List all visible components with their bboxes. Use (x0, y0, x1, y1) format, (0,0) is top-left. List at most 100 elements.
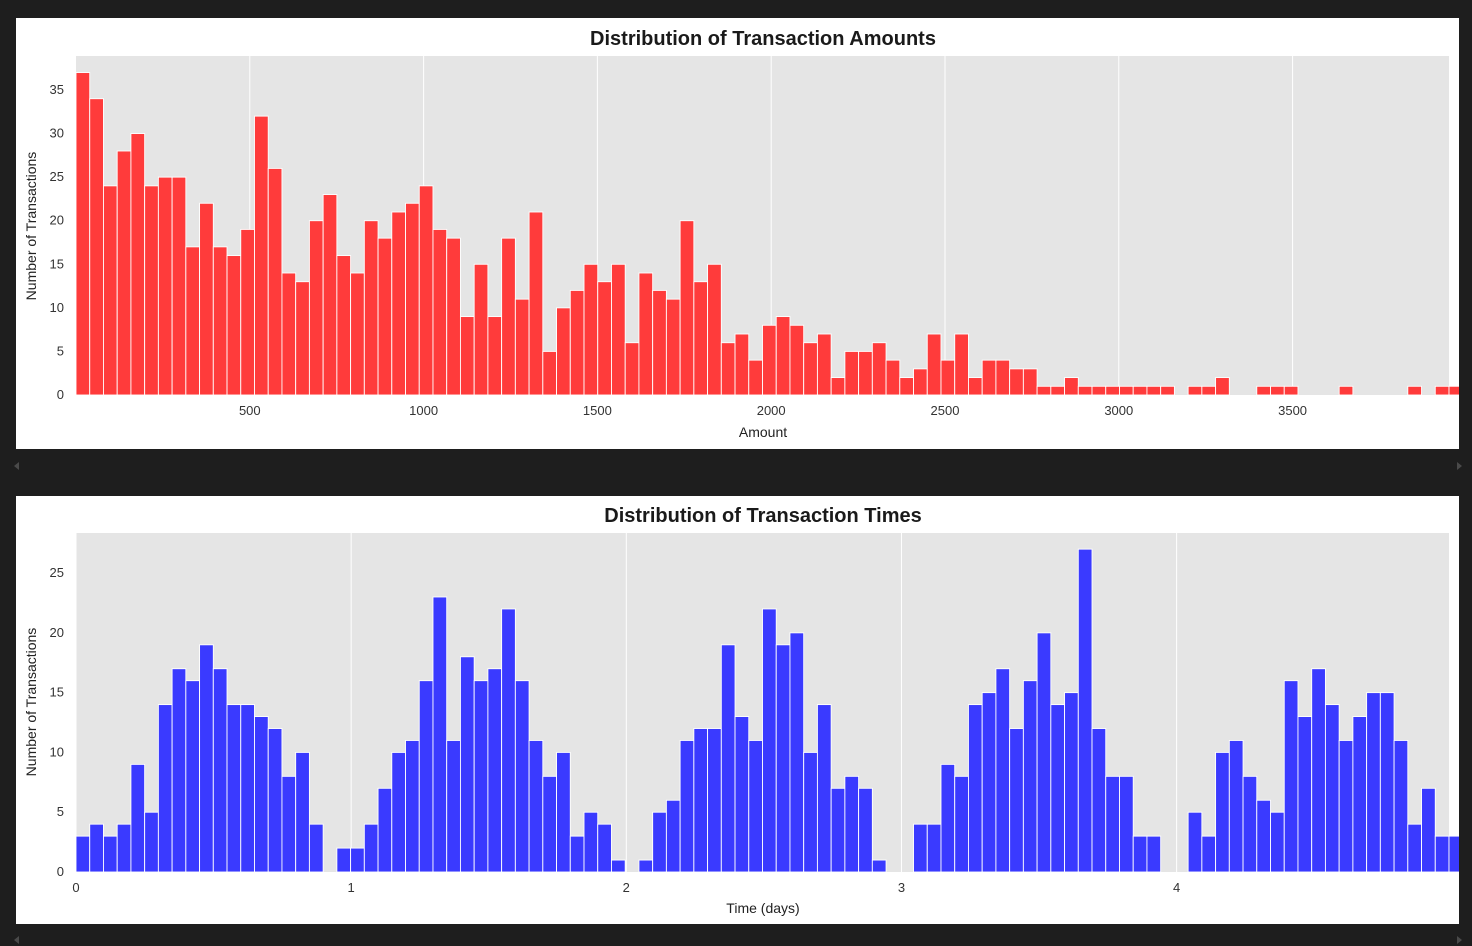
histogram-bar (212, 668, 228, 873)
histogram-bar (940, 359, 956, 396)
x-tick-label: 2000 (757, 403, 786, 418)
histogram-bar (391, 211, 406, 396)
x-axis-label: Amount (739, 424, 787, 440)
histogram-bar (240, 228, 255, 396)
histogram-bar (116, 823, 132, 873)
histogram-bar (981, 692, 997, 873)
histogram-bar (103, 835, 118, 873)
histogram-bar (1201, 385, 1217, 396)
histogram-bar (1270, 811, 1285, 873)
histogram-bar (954, 775, 969, 873)
histogram-bar (157, 704, 173, 873)
histogram-bar (858, 787, 873, 873)
histogram-bar (446, 237, 461, 396)
histogram-bar (652, 811, 667, 873)
y-tick-label: 15 (50, 256, 64, 271)
histogram-bar (308, 823, 324, 873)
histogram-bar (185, 680, 201, 873)
histogram-bar (267, 728, 283, 873)
histogram-bar (1215, 751, 1230, 873)
histogram-bar (144, 185, 159, 396)
scroll-right-arrow-icon[interactable] (1457, 936, 1462, 944)
histogram-bar (1242, 775, 1258, 873)
histogram-bar (1132, 835, 1148, 873)
histogram-bar (1434, 835, 1450, 873)
histogram-bar (487, 668, 503, 873)
x-tick-label: 1 (348, 880, 355, 895)
y-tick-label: 0 (57, 387, 64, 402)
histogram-bar (858, 350, 873, 396)
histogram-bar (1105, 775, 1120, 873)
histogram-bar (501, 608, 516, 873)
histogram-bar (1091, 385, 1107, 396)
x-tick-label: 3 (898, 880, 905, 895)
histogram-bar (968, 377, 983, 396)
histogram-bar (1283, 680, 1299, 873)
histogram-bar (803, 342, 818, 396)
histogram-bar (597, 281, 612, 396)
histogram-bar (871, 342, 887, 396)
x-tick-label: 1500 (583, 403, 612, 418)
histogram-bar (1050, 704, 1066, 873)
histogram-bar (171, 176, 187, 396)
histogram-bar (487, 316, 503, 396)
histogram-bar (844, 350, 860, 396)
histogram-bar (926, 823, 942, 873)
histogram-bar (583, 811, 599, 873)
time-chart-panel: Distribution of Transaction Times Time (… (16, 496, 1459, 924)
histogram-bar (652, 289, 667, 396)
histogram-bar (418, 680, 434, 873)
histogram-bar (1228, 740, 1244, 873)
histogram-bar (748, 359, 763, 396)
histogram-bar (830, 377, 846, 396)
x-tick-label: 2500 (931, 403, 960, 418)
histogram-bar (103, 185, 118, 396)
y-axis-label: Number of Transactions (23, 152, 39, 301)
histogram-bar (514, 298, 530, 396)
histogram-bar (1256, 799, 1271, 873)
histogram-bar (542, 775, 558, 873)
histogram-bar (679, 740, 695, 873)
x-tick-label: 2 (623, 880, 630, 895)
histogram-bar (1311, 668, 1326, 873)
histogram-bar (597, 823, 612, 873)
y-tick-label: 20 (50, 213, 64, 228)
x-tick-label: 3500 (1278, 403, 1307, 418)
horizontal-scrollbar[interactable] (0, 459, 1472, 471)
histogram-bar (240, 704, 255, 873)
scroll-left-arrow-icon[interactable] (14, 462, 19, 470)
histogram-bar (679, 220, 695, 396)
histogram-bar (199, 644, 214, 873)
histogram-bar (762, 608, 777, 873)
histogram-bar (1352, 716, 1368, 873)
histogram-bar (446, 740, 461, 873)
histogram-bar (569, 835, 585, 873)
histogram-bar (665, 298, 681, 396)
histogram-bar (418, 185, 434, 396)
histogram-bar (1064, 377, 1079, 396)
histogram-bar (734, 333, 750, 396)
amount-chart-panel: Distribution of Transaction Amounts Amou… (16, 18, 1459, 449)
histogram-bar (775, 644, 791, 873)
histogram-bar (1187, 811, 1203, 873)
histogram-bar (981, 359, 997, 396)
scroll-left-arrow-icon[interactable] (14, 936, 19, 944)
histogram-bar (748, 740, 763, 873)
histogram-bar (1407, 385, 1422, 396)
horizontal-scrollbar[interactable] (0, 933, 1472, 945)
histogram-bar (707, 728, 722, 873)
y-tick-label: 5 (57, 804, 64, 819)
histogram-bar (913, 368, 928, 396)
scroll-right-arrow-icon[interactable] (1457, 462, 1462, 470)
histogram-bar (1160, 385, 1175, 396)
histogram-bar (1077, 385, 1093, 396)
histogram-bar (1448, 835, 1459, 873)
x-tick-label: 0 (72, 880, 79, 895)
histogram-bar (1105, 385, 1120, 396)
histogram-bar (1064, 692, 1079, 873)
histogram-bar (995, 668, 1011, 873)
histogram-bar (1050, 385, 1066, 396)
histogram-bar (116, 150, 132, 396)
histogram-bar (816, 333, 832, 396)
histogram-bar (199, 202, 214, 396)
